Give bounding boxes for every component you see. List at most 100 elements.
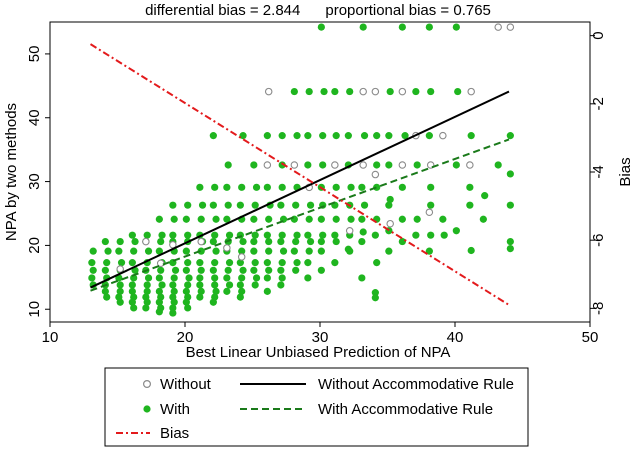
legend-with-label: With bbox=[160, 401, 190, 418]
with-point bbox=[239, 132, 247, 140]
with-point bbox=[306, 237, 315, 246]
with-point bbox=[359, 23, 367, 31]
with-point bbox=[158, 231, 166, 239]
with-point bbox=[371, 294, 379, 302]
with-point bbox=[317, 247, 325, 255]
legend-frame bbox=[104, 367, 529, 447]
without-point bbox=[398, 87, 407, 96]
without-rule-line bbox=[90, 90, 510, 289]
with-point bbox=[128, 287, 136, 295]
with-point bbox=[157, 266, 165, 274]
with-point bbox=[293, 259, 301, 267]
with-point bbox=[278, 183, 286, 191]
with-point bbox=[304, 161, 312, 169]
with-point bbox=[263, 231, 271, 239]
with-point bbox=[454, 87, 462, 96]
with-point bbox=[212, 247, 220, 255]
plot-area bbox=[49, 21, 591, 323]
with-point bbox=[263, 183, 271, 191]
with-point bbox=[292, 237, 300, 246]
with-point bbox=[293, 231, 301, 239]
with-point bbox=[143, 287, 151, 295]
with-point bbox=[197, 247, 205, 255]
with-point bbox=[412, 231, 420, 239]
with-point bbox=[185, 274, 193, 282]
with-point bbox=[293, 132, 301, 140]
with-point bbox=[346, 247, 354, 255]
with-point bbox=[130, 304, 138, 312]
without-point bbox=[359, 161, 367, 169]
y2-axis-label: Bias bbox=[617, 157, 634, 186]
with-point bbox=[182, 215, 190, 223]
with-point bbox=[385, 201, 393, 209]
with-point bbox=[494, 161, 502, 169]
with-point bbox=[506, 170, 514, 178]
without-point bbox=[467, 87, 475, 96]
with-point bbox=[263, 132, 271, 140]
with-point bbox=[169, 309, 177, 317]
with-point bbox=[238, 287, 246, 295]
with-point bbox=[184, 231, 192, 239]
with-point bbox=[184, 281, 192, 289]
with-point bbox=[452, 227, 460, 235]
with-point bbox=[332, 215, 340, 223]
y2-tick-label: -6 bbox=[590, 234, 607, 247]
with-point bbox=[359, 228, 367, 236]
y-tick-label: 40 bbox=[26, 109, 43, 126]
legend-bias-label: Bias bbox=[160, 425, 189, 442]
x-axis: 10 20 30 40 50 bbox=[42, 322, 598, 346]
without-point bbox=[223, 244, 231, 252]
with-point bbox=[103, 293, 111, 301]
with-point bbox=[236, 281, 244, 289]
with-point bbox=[116, 281, 124, 289]
with-point bbox=[425, 132, 433, 140]
with-point bbox=[104, 247, 112, 255]
with-point bbox=[197, 215, 205, 223]
with-point bbox=[290, 87, 298, 96]
with-point bbox=[277, 201, 285, 209]
with-point bbox=[317, 266, 325, 274]
without-point bbox=[506, 23, 515, 31]
with-point bbox=[155, 287, 163, 295]
fit-lines bbox=[89, 43, 510, 306]
with-rule-line bbox=[90, 138, 510, 292]
with-point bbox=[128, 298, 136, 306]
with-point bbox=[142, 304, 150, 312]
with-point bbox=[128, 231, 136, 239]
without-point bbox=[142, 237, 150, 246]
with-point bbox=[130, 274, 138, 282]
with-point bbox=[143, 298, 151, 306]
with-point bbox=[398, 237, 406, 246]
with-point bbox=[331, 231, 339, 239]
with-point bbox=[182, 298, 190, 306]
bias-line bbox=[89, 43, 510, 306]
with-point bbox=[279, 247, 288, 255]
with-point bbox=[88, 259, 96, 267]
with-point bbox=[103, 259, 111, 267]
with-point bbox=[413, 215, 421, 223]
y-axis-label: NPA by two methods bbox=[3, 103, 20, 241]
with-point bbox=[386, 87, 394, 96]
with-point bbox=[265, 266, 273, 274]
with-point bbox=[506, 201, 514, 209]
with-point bbox=[184, 201, 192, 209]
with-point bbox=[292, 266, 300, 274]
with-point bbox=[169, 201, 177, 209]
with-point bbox=[169, 231, 177, 239]
with-point bbox=[427, 183, 435, 191]
with-point bbox=[373, 183, 381, 191]
with-point bbox=[304, 274, 312, 282]
with-point bbox=[239, 266, 247, 274]
legend-without-rule-label: Without Accommodative Rule bbox=[318, 376, 514, 393]
with-point bbox=[223, 274, 231, 282]
with-point bbox=[89, 266, 97, 274]
y2-tick-label: 0 bbox=[590, 31, 607, 39]
with-point bbox=[467, 132, 475, 140]
without-point bbox=[398, 161, 407, 169]
with-point bbox=[292, 201, 300, 209]
y2-axis: -8 -6 -4 -2 0 bbox=[590, 31, 607, 315]
with-point bbox=[479, 215, 487, 223]
with-point bbox=[360, 132, 369, 140]
with-point bbox=[358, 215, 366, 223]
with-point bbox=[225, 281, 234, 289]
